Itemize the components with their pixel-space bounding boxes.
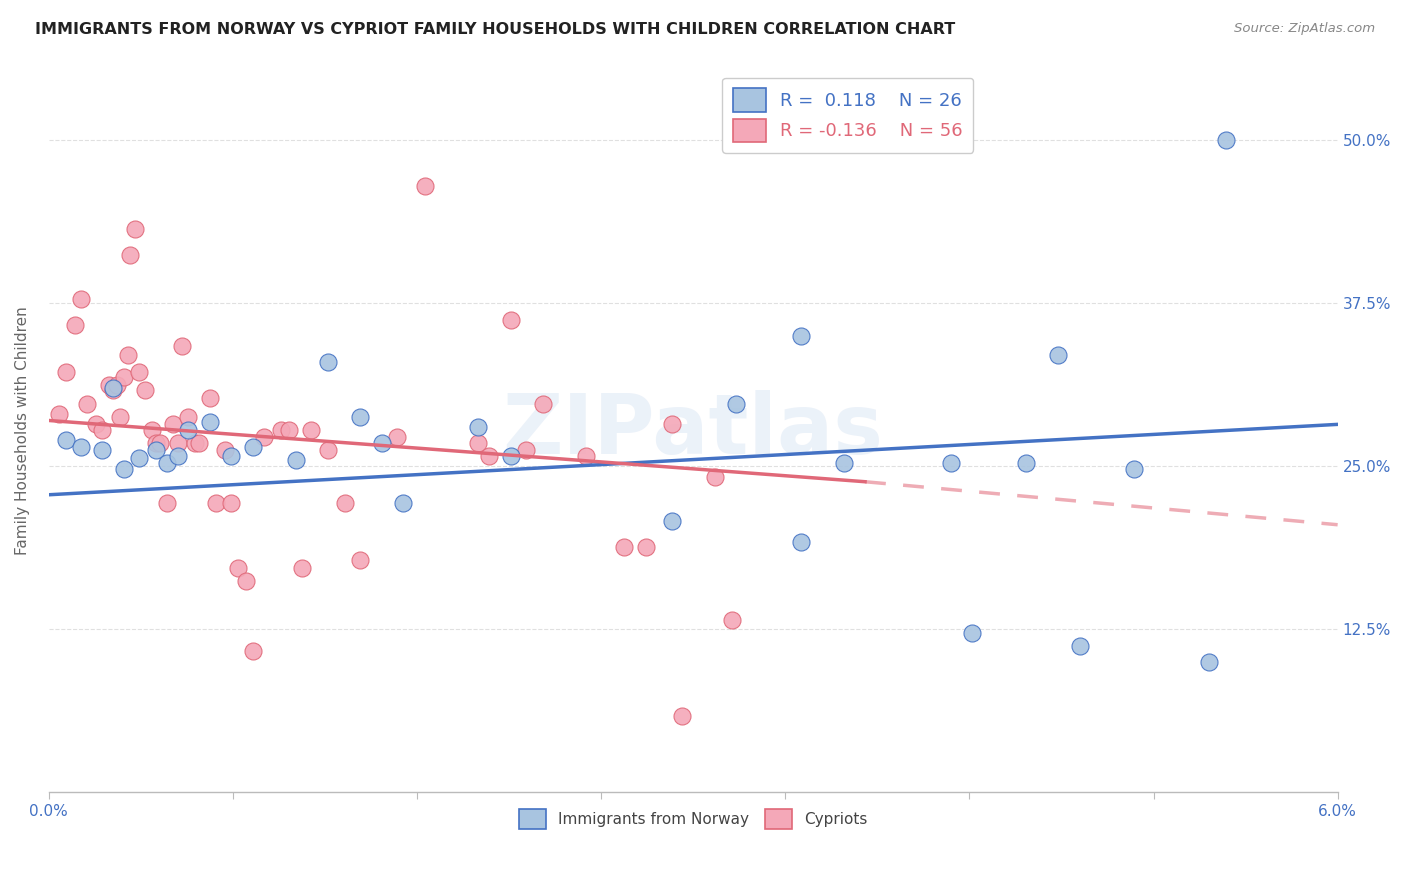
Text: ZIPatlas: ZIPatlas	[503, 390, 884, 471]
Point	[499, 449, 522, 463]
Point	[335, 495, 357, 509]
Point	[478, 449, 501, 463]
Point	[70, 440, 93, 454]
Point	[128, 365, 150, 379]
Point	[385, 430, 408, 444]
Point	[128, 451, 150, 466]
Point	[221, 495, 243, 509]
Point	[124, 222, 146, 236]
Point	[149, 435, 172, 450]
Point	[789, 534, 811, 549]
Point	[91, 443, 114, 458]
Point	[214, 443, 236, 458]
Point	[112, 370, 135, 384]
Point	[170, 339, 193, 353]
Point	[575, 449, 598, 463]
Point	[467, 420, 489, 434]
Point	[413, 178, 436, 193]
Point	[103, 384, 125, 398]
Point	[112, 461, 135, 475]
Text: Source: ZipAtlas.com: Source: ZipAtlas.com	[1234, 22, 1375, 36]
Point	[242, 440, 264, 454]
Point	[613, 540, 636, 554]
Point	[145, 435, 167, 450]
Point	[278, 423, 301, 437]
Point	[962, 626, 984, 640]
Point	[1122, 461, 1144, 475]
Point	[1047, 348, 1070, 362]
Point	[166, 449, 188, 463]
Point	[55, 365, 77, 379]
Legend: Immigrants from Norway, Cypriots: Immigrants from Norway, Cypriots	[513, 803, 875, 835]
Point	[107, 378, 129, 392]
Point	[120, 248, 142, 262]
Point	[671, 709, 693, 723]
Point	[370, 435, 392, 450]
Point	[162, 417, 184, 432]
Point	[299, 423, 322, 437]
Point	[939, 457, 962, 471]
Point	[467, 435, 489, 450]
Point	[221, 449, 243, 463]
Point	[531, 396, 554, 410]
Point	[103, 381, 125, 395]
Point	[316, 355, 339, 369]
Point	[156, 495, 179, 509]
Point	[198, 392, 221, 406]
Point	[832, 457, 855, 471]
Point	[725, 396, 748, 410]
Point	[235, 574, 257, 588]
Point	[316, 443, 339, 458]
Point	[661, 514, 683, 528]
Point	[141, 423, 163, 437]
Point	[156, 457, 179, 471]
Point	[1215, 133, 1237, 147]
Point	[252, 430, 274, 444]
Point	[198, 415, 221, 429]
Point	[349, 409, 371, 424]
Point	[117, 348, 139, 362]
Point	[634, 540, 657, 554]
Point	[205, 495, 228, 509]
Point	[270, 423, 292, 437]
Point	[55, 433, 77, 447]
Point	[97, 378, 120, 392]
Point	[184, 435, 207, 450]
Point	[70, 292, 93, 306]
Point	[226, 561, 249, 575]
Point	[789, 328, 811, 343]
Point	[499, 313, 522, 327]
Point	[392, 495, 415, 509]
Text: IMMIGRANTS FROM NORWAY VS CYPRIOT FAMILY HOUSEHOLDS WITH CHILDREN CORRELATION CH: IMMIGRANTS FROM NORWAY VS CYPRIOT FAMILY…	[35, 22, 956, 37]
Point	[91, 423, 114, 437]
Point	[145, 443, 167, 458]
Point	[1198, 655, 1220, 669]
Point	[1015, 457, 1038, 471]
Point	[63, 318, 86, 333]
Point	[76, 396, 98, 410]
Point	[703, 469, 725, 483]
Point	[1069, 639, 1091, 653]
Point	[177, 423, 200, 437]
Point	[291, 561, 314, 575]
Point	[188, 435, 211, 450]
Point	[108, 409, 131, 424]
Y-axis label: Family Households with Children: Family Households with Children	[15, 306, 30, 555]
Point	[84, 417, 107, 432]
Point	[515, 443, 537, 458]
Point	[242, 644, 264, 658]
Point	[661, 417, 683, 432]
Point	[349, 553, 371, 567]
Point	[177, 409, 200, 424]
Point	[166, 435, 188, 450]
Point	[134, 384, 156, 398]
Point	[284, 452, 307, 467]
Point	[721, 613, 744, 627]
Point	[48, 407, 70, 421]
